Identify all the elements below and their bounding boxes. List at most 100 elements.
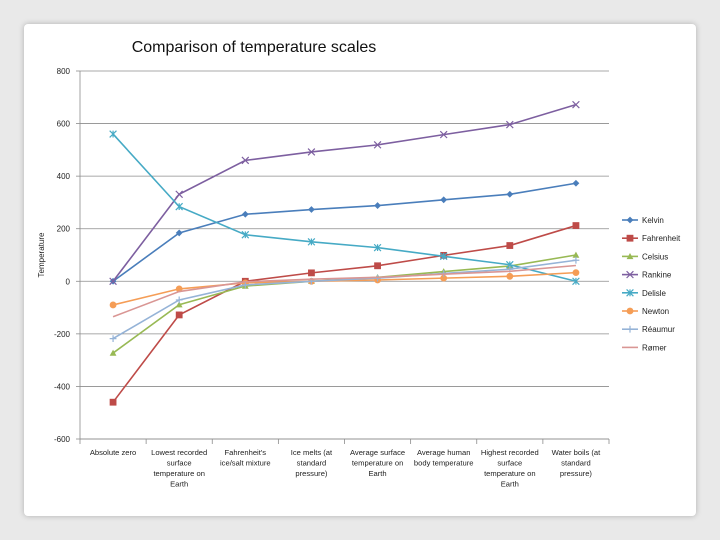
x-category-label: Fahrenheit's ice/salt mixture (220, 448, 271, 468)
series-line (112, 271, 576, 306)
series-réaumur (109, 256, 580, 342)
legend-label: Celsius (642, 252, 668, 261)
series-celsius (109, 251, 580, 356)
legend-item: Fahrenheit (622, 234, 681, 243)
legend-label: Newton (642, 307, 669, 316)
data-point-marker (241, 210, 249, 218)
series-rankine (109, 100, 580, 286)
data-point-marker (572, 277, 580, 286)
series-line (112, 182, 577, 282)
x-category-label: Ice melts (at standard pressure) (291, 448, 333, 478)
legend-label: Fahrenheit (642, 234, 681, 243)
y-tick-label: -400 (54, 382, 71, 391)
y-tick-label: 400 (57, 172, 71, 181)
data-point-marker (505, 120, 514, 129)
y-axis-label: Temperature (37, 232, 46, 277)
data-point-marker (440, 196, 448, 204)
y-tick-label: 600 (57, 120, 71, 129)
data-point-marker (572, 100, 580, 109)
data-point-marker (307, 238, 316, 246)
data-point-marker (109, 130, 117, 138)
axes (76, 70, 610, 444)
series-newton (109, 269, 580, 309)
legend: Kelvin Fahrenheit Celsius Rankine Delisle New… (622, 216, 681, 352)
data-point-marker (506, 190, 514, 198)
x-category-label: Lowest recorded surface temperature on Eart… (151, 448, 207, 489)
legend-item: Kelvin (622, 216, 664, 225)
data-point-marker (626, 253, 634, 260)
x-category-label: Absolute zero (90, 448, 136, 457)
series-fahrenheit (109, 222, 580, 406)
series-line (112, 264, 577, 318)
chart-title: Comparison of temperature scales (132, 39, 377, 56)
y-tick-label: 0 (66, 277, 71, 286)
data-point-marker (506, 272, 514, 280)
slide: Comparison of temperature scales Tempera… (24, 24, 696, 516)
legend-item: Rankine (622, 271, 672, 280)
data-point-marker (373, 141, 382, 149)
data-point-marker (175, 296, 183, 304)
y-tick-label: -600 (54, 435, 71, 444)
data-point-marker (241, 230, 250, 239)
data-point-marker (175, 190, 184, 199)
legend-label: Réaumur (642, 325, 675, 334)
data-point-marker (572, 256, 580, 264)
data-point-marker (109, 301, 117, 309)
series-line (112, 224, 577, 403)
data-point-marker (241, 281, 249, 289)
legend-label: Rømer (642, 343, 667, 352)
y-tick-label: 800 (57, 67, 71, 76)
data-point-marker (109, 349, 117, 356)
data-point-marker (175, 311, 183, 319)
x-category-label: Water boils (at standard pressure) (552, 448, 602, 478)
data-point-marker (439, 252, 448, 261)
data-point-marker (626, 307, 634, 315)
data-point-marker (572, 179, 580, 187)
data-point-marker (241, 156, 250, 165)
data-point-marker (308, 206, 315, 213)
grid-lines (80, 70, 609, 440)
series-line (112, 259, 577, 340)
x-category-labels: Absolute zero Lowest recorded surface tempe… (90, 448, 601, 489)
series-line (112, 103, 577, 282)
data-point-marker (109, 277, 117, 286)
series-lines (109, 100, 580, 406)
x-category-label: Average surface temperature on Earth (350, 448, 405, 478)
data-point-marker (506, 242, 514, 249)
data-point-marker (308, 269, 315, 277)
legend-label: Rankine (642, 271, 672, 280)
y-tick-label: -200 (54, 330, 71, 339)
data-point-marker (109, 335, 117, 342)
legend-label: Delisle (642, 289, 667, 298)
data-point-marker (374, 262, 381, 270)
data-point-marker (572, 269, 580, 277)
data-point-marker (572, 251, 580, 258)
data-point-marker (439, 130, 448, 139)
legend-item: Rømer (622, 343, 667, 352)
data-point-marker (373, 243, 382, 252)
data-point-marker (626, 216, 634, 224)
data-point-marker (175, 202, 184, 211)
data-point-marker (626, 270, 634, 279)
legend-item: Réaumur (622, 325, 675, 334)
x-category-label: Highest recorded surface temperature on Ear… (481, 448, 539, 489)
legend-item: Delisle (622, 289, 667, 298)
data-point-marker (572, 222, 580, 229)
legend-item: Newton (622, 307, 669, 316)
series-rømer (112, 264, 577, 318)
data-point-marker (374, 202, 381, 209)
data-point-marker (626, 325, 634, 333)
data-point-marker (440, 274, 448, 282)
x-category-label: Average human body temperature (414, 448, 474, 468)
series-line (112, 133, 577, 283)
line-chart: Comparison of temperature scales Tempera… (37, 39, 681, 489)
legend-item: Celsius (622, 252, 668, 261)
legend-label: Kelvin (642, 216, 664, 225)
y-tick-labels: 800 600 400 200 0 -200 -400 -600 (54, 67, 71, 444)
data-point-marker (109, 398, 117, 406)
data-point-marker (626, 234, 634, 242)
data-point-marker (175, 301, 183, 308)
data-point-marker (175, 229, 183, 237)
y-tick-label: 200 (57, 225, 71, 234)
data-point-marker (626, 288, 634, 297)
